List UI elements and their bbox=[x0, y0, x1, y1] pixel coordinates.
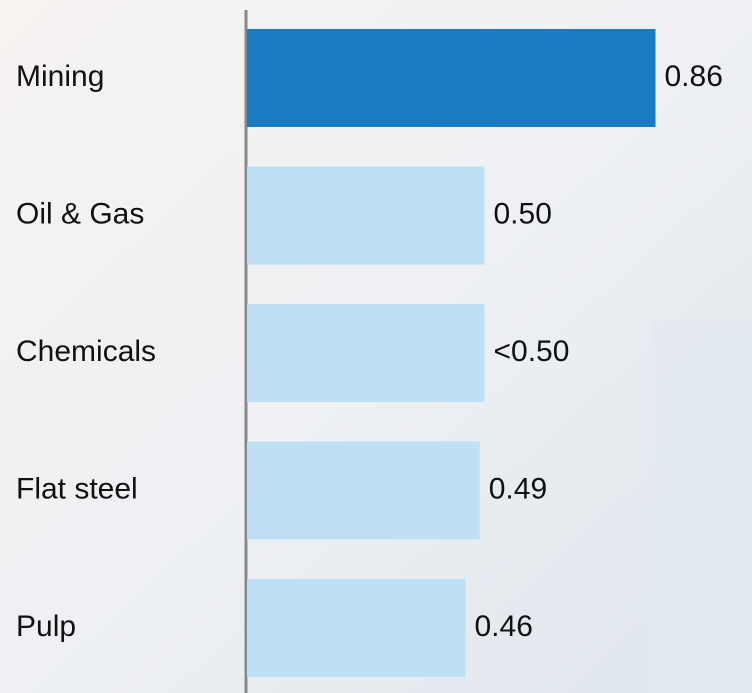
value-label: 0.49 bbox=[489, 472, 547, 505]
bar bbox=[247, 166, 485, 265]
category-label: Mining bbox=[16, 60, 104, 93]
value-label: <0.50 bbox=[494, 335, 570, 368]
value-label: 0.50 bbox=[494, 197, 552, 230]
category-label: Oil & Gas bbox=[16, 197, 144, 230]
value-label: 0.46 bbox=[475, 610, 533, 643]
background-decoration bbox=[650, 320, 752, 693]
value-label: 0.86 bbox=[665, 60, 723, 93]
bar bbox=[247, 441, 480, 540]
bar bbox=[247, 579, 466, 677]
bar bbox=[247, 304, 485, 402]
category-label: Chemicals bbox=[16, 335, 156, 368]
category-label: Pulp bbox=[16, 610, 76, 643]
bar bbox=[247, 29, 656, 127]
category-label: Flat steel bbox=[16, 472, 138, 505]
